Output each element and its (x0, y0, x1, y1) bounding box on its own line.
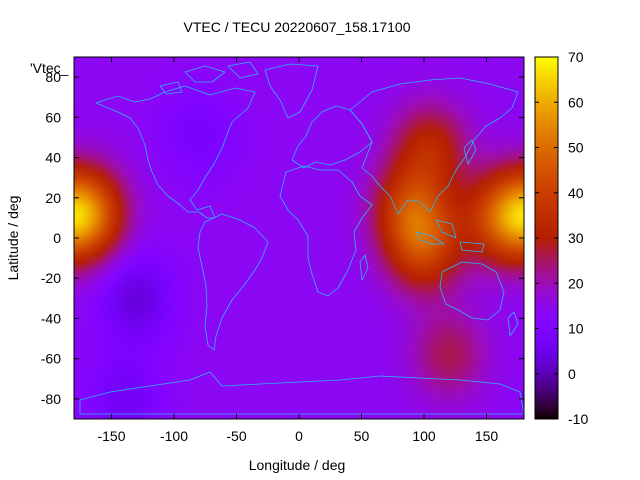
colorbar-tick-label: -10 (568, 411, 588, 427)
y-tick-labels: -80 -60 -40 -20 0 20 40 60 80 (41, 69, 61, 407)
x-tick-label: -100 (160, 428, 188, 444)
coastline-australia (439, 261, 505, 321)
coastline-new-zealand (507, 311, 519, 337)
coastline-south-america (197, 213, 269, 351)
y-axis-label: Latitude / deg (5, 196, 21, 281)
colorbar: -10 0 10 20 30 40 50 60 70 (534, 49, 588, 427)
x-tick-label: -150 (97, 428, 125, 444)
x-tick-label: 150 (475, 428, 499, 444)
coastline-arctic-islands (159, 61, 259, 95)
x-tick-label: 100 (412, 428, 436, 444)
coastline-north-america (95, 85, 256, 219)
colorbar-tick-label: 60 (568, 94, 584, 110)
y-tick-label: 40 (45, 150, 61, 166)
y-tick-label: 60 (45, 109, 61, 125)
y-tick-label: -80 (41, 391, 61, 407)
y-tick-label: -20 (41, 270, 61, 286)
y-tick-label: -40 (41, 310, 61, 326)
x-tick-label: 50 (354, 428, 370, 444)
y-tick-label: 0 (53, 230, 61, 246)
colorbar-tick-label: 20 (568, 275, 584, 291)
colorbar-tick-label: 70 (568, 49, 584, 65)
x-axis-label: Longitude / deg (249, 457, 346, 473)
colorbar-gradient (535, 57, 558, 419)
x-tick-labels: -150 -100 -50 0 50 100 150 (97, 428, 498, 444)
x-tick-label: 0 (295, 428, 303, 444)
plot-ticks (74, 57, 524, 419)
colorbar-tick-label: 30 (568, 230, 584, 246)
x-tick-label: -50 (226, 428, 246, 444)
coastline-indonesia (415, 219, 485, 253)
vtec-heatmap-raster (74, 57, 524, 419)
coastline-overlay (79, 61, 524, 415)
y-tick-label: 80 (45, 69, 61, 85)
colorbar-tick-label: 40 (568, 185, 584, 201)
colorbar-tick-label: 10 (568, 321, 584, 337)
y-tick-label: 20 (45, 190, 61, 206)
plot-area (73, 56, 525, 420)
y-tick-label: -60 (41, 351, 61, 367)
legend-entry: 'Vtec_ (30, 60, 69, 76)
coastline-japan (463, 139, 477, 165)
coastline-asia (349, 77, 519, 215)
chart-title: VTEC / TECU 20220607_158.17100 (183, 19, 410, 35)
colorbar-ticks: -10 0 10 20 30 40 50 60 70 (535, 49, 588, 427)
coastline-africa (279, 165, 373, 297)
colorbar-tick-label: 0 (568, 366, 576, 382)
coastline-madagascar (359, 254, 369, 281)
coastline-greenland (264, 63, 319, 119)
colorbar-tick-label: 50 (568, 140, 584, 156)
